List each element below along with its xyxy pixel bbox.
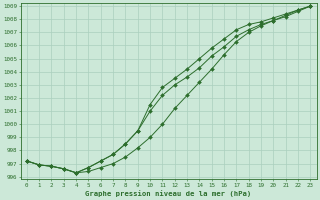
X-axis label: Graphe pression niveau de la mer (hPa): Graphe pression niveau de la mer (hPa) [85, 190, 252, 197]
